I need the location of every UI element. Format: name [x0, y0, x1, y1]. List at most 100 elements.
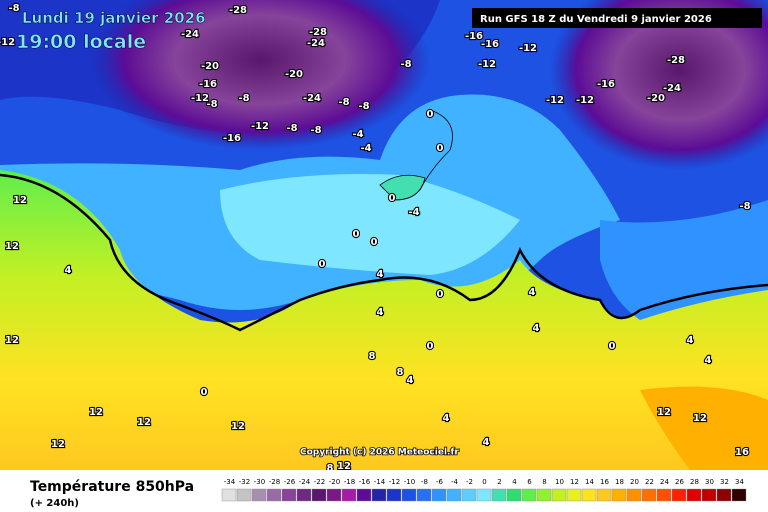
legend-swatch	[686, 488, 702, 502]
legend-label: 30	[705, 478, 714, 486]
legend-swatch	[671, 488, 687, 502]
isotherm-label: -8	[358, 101, 369, 112]
isotherm-label: 12	[337, 461, 351, 472]
isotherm-label: -16	[481, 39, 499, 50]
isotherm-label: 0	[371, 237, 378, 248]
isotherm-label: -8	[206, 99, 217, 110]
isotherm-label: 0	[609, 341, 616, 352]
legend-swatch	[326, 488, 342, 502]
legend-swatch	[716, 488, 732, 502]
isotherm-label: -16	[465, 31, 483, 42]
legend-label: 14	[585, 478, 594, 486]
legend-label: 20	[630, 478, 639, 486]
isotherm-label: 8	[397, 367, 404, 378]
forecast-time: 19:00 locale	[16, 31, 146, 53]
isotherm-label: 0	[427, 109, 434, 120]
legend-swatch	[236, 488, 252, 502]
legend-label: -10	[404, 478, 415, 486]
legend-swatch	[611, 488, 627, 502]
legend-swatch	[221, 488, 237, 502]
legend-label: -32	[239, 478, 250, 486]
isotherm-label: 4	[687, 335, 694, 346]
legend-swatch	[731, 488, 747, 502]
legend-label: 34	[735, 478, 744, 486]
legend-label: -30	[254, 478, 265, 486]
isotherm-label: 4	[443, 413, 450, 424]
legend-swatch	[626, 488, 642, 502]
isotherm-label: -8	[739, 201, 750, 212]
legend-swatch	[701, 488, 717, 502]
isotherm-label: -8	[338, 97, 349, 108]
isotherm-label: 0	[437, 289, 444, 300]
isotherm-label: -24	[303, 93, 321, 104]
legend-label: 32	[720, 478, 729, 486]
legend-label: -12	[389, 478, 400, 486]
isotherm-label: 4	[377, 269, 384, 280]
isotherm-label: 12	[231, 421, 245, 432]
isotherm-label: 0	[201, 387, 208, 398]
isotherm-label: 4	[377, 307, 384, 318]
isotherm-label: 4	[705, 355, 712, 366]
isotherm-label: 4	[483, 437, 490, 448]
legend-label: 22	[645, 478, 654, 486]
legend-label: 16	[600, 478, 609, 486]
isotherm-label: 12	[693, 413, 707, 424]
legend-swatch	[416, 488, 432, 502]
isotherm-label: -12	[251, 121, 269, 132]
legend-label: 8	[542, 478, 546, 486]
isotherm-label: -28	[667, 55, 685, 66]
map-background	[0, 0, 768, 470]
isotherm-label: -24	[663, 83, 681, 94]
legend-label: -18	[344, 478, 355, 486]
legend-label: -26	[284, 478, 296, 486]
copyright: Copyright (c) 2026 Meteociel.fr	[300, 448, 459, 458]
legend-swatch	[266, 488, 282, 502]
legend-label: 12	[570, 478, 579, 486]
legend-label: 2	[497, 478, 501, 486]
isotherm-label: -12	[478, 59, 496, 70]
legend-label: -6	[436, 478, 444, 486]
run-info: Run GFS 18 Z du Vendredi 9 janvier 2026	[480, 14, 712, 25]
isotherm-label: 0	[319, 259, 326, 270]
isotherm-label: -8	[286, 123, 297, 134]
legend-swatch	[251, 488, 267, 502]
isotherm-label: 12	[51, 439, 65, 450]
isotherm-label: -20	[285, 69, 303, 80]
legend-label: -14	[374, 478, 386, 486]
legend-swatch	[356, 488, 372, 502]
isotherm-label: -28	[229, 5, 247, 16]
isotherm-label: -20	[201, 61, 219, 72]
map-labels: -8 -12 -28 -24 -28 -24 -20 -16 -12 -8 -8 -20 -24 -8 -8…	[0, 2, 752, 475]
legend-label: 24	[660, 478, 669, 486]
legend-swatch	[401, 488, 417, 502]
isotherm-label: -24	[181, 29, 199, 40]
legend-label: -8	[421, 478, 428, 486]
legend-swatch	[281, 488, 297, 502]
isotherm-label: 0	[389, 193, 396, 204]
isotherm-label: -4	[352, 129, 363, 140]
isotherm-label: -4	[360, 143, 371, 154]
legend-swatch	[536, 488, 552, 502]
forecast-date: Lundi 19 janvier 2026	[22, 9, 206, 27]
legend-swatch	[566, 488, 582, 502]
isotherm-label: -12	[0, 37, 15, 48]
legend-swatch	[296, 488, 312, 502]
legend-label: 18	[615, 478, 624, 486]
isotherm-label: 4	[533, 323, 540, 334]
legend-label: 10	[555, 478, 564, 486]
legend-label: -24	[299, 478, 311, 486]
isotherm-label: 12	[137, 417, 151, 428]
isotherm-label: 4	[407, 375, 414, 386]
legend-label: -16	[359, 478, 371, 486]
isotherm-label: 12	[5, 335, 19, 346]
isotherm-label: 16	[735, 447, 749, 458]
isotherm-label: 0	[427, 341, 434, 352]
legend-swatch	[386, 488, 402, 502]
legend-label: 26	[675, 478, 684, 486]
legend-swatch	[341, 488, 357, 502]
legend-label: -28	[269, 478, 280, 486]
legend-label: -34	[224, 478, 236, 486]
legend-swatch	[596, 488, 612, 502]
isotherm-label: -8	[400, 59, 411, 70]
legend-swatch	[431, 488, 447, 502]
